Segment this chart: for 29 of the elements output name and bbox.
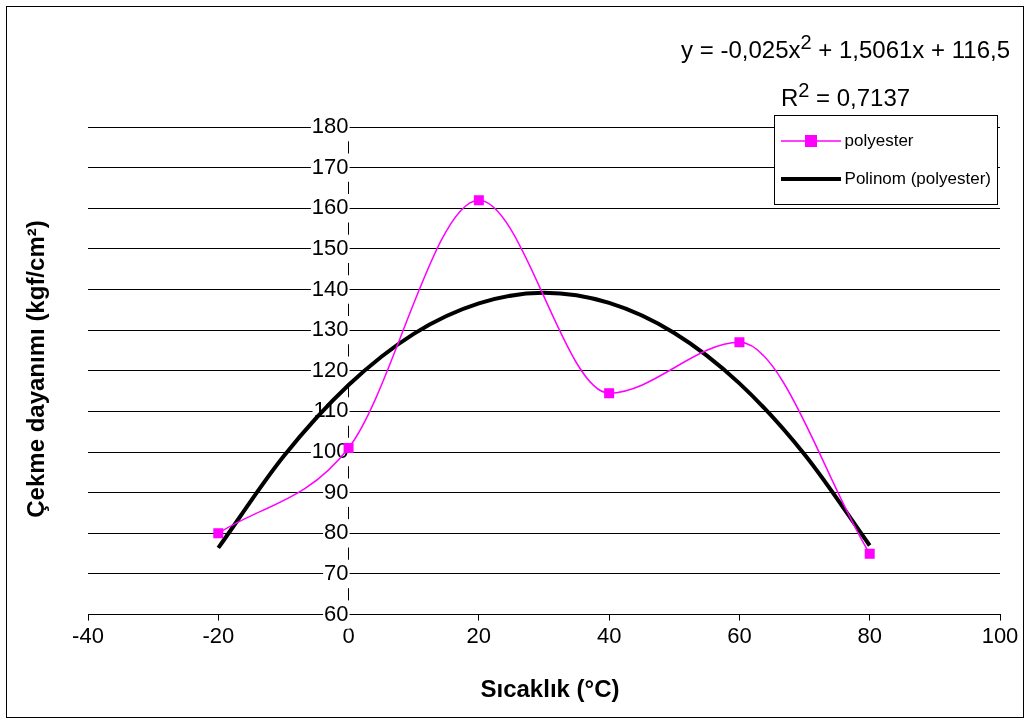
y-tick-label: 60 — [324, 600, 349, 626]
y-tick-label: 80 — [324, 519, 349, 545]
point — [604, 388, 615, 399]
y-tick-label: 120 — [311, 356, 349, 382]
x-tick-label: 40 — [596, 622, 622, 648]
y-axis-title: Çekme dayanımı (kgf/cm²) — [22, 220, 50, 518]
x-tick-label: 100 — [981, 622, 1019, 648]
y-tick-label: 70 — [324, 560, 349, 586]
x-tick-label: 80 — [857, 622, 882, 648]
text: y = -0,025x$^{2}$ + 1,5061x + 116,5 — [681, 30, 1010, 65]
x-tick-label: 60 — [727, 622, 752, 648]
y-tick-label: 160 — [311, 194, 349, 220]
x-axis-title: Sıcaklık (°C) — [479, 675, 621, 703]
x-tick-label: -20 — [202, 622, 235, 648]
y-tick-label: 140 — [311, 275, 349, 301]
legend-label: Polinom (polyester) — [844, 169, 991, 189]
y-tick-label: 170 — [311, 153, 349, 179]
point — [213, 528, 224, 539]
y-tick-label: 150 — [311, 234, 349, 260]
y-tick-label: 130 — [311, 316, 349, 342]
y-tick-label: 180 — [311, 113, 349, 139]
text: R$^{2}$ = 0,7137 — [779, 78, 912, 113]
point — [864, 548, 875, 559]
point — [473, 195, 484, 206]
y-tick-label: 90 — [324, 478, 349, 504]
x-tick-label: -40 — [72, 622, 104, 648]
point — [734, 337, 745, 348]
legend-label: polyester — [844, 131, 914, 151]
x-tick-label: 20 — [466, 622, 492, 648]
